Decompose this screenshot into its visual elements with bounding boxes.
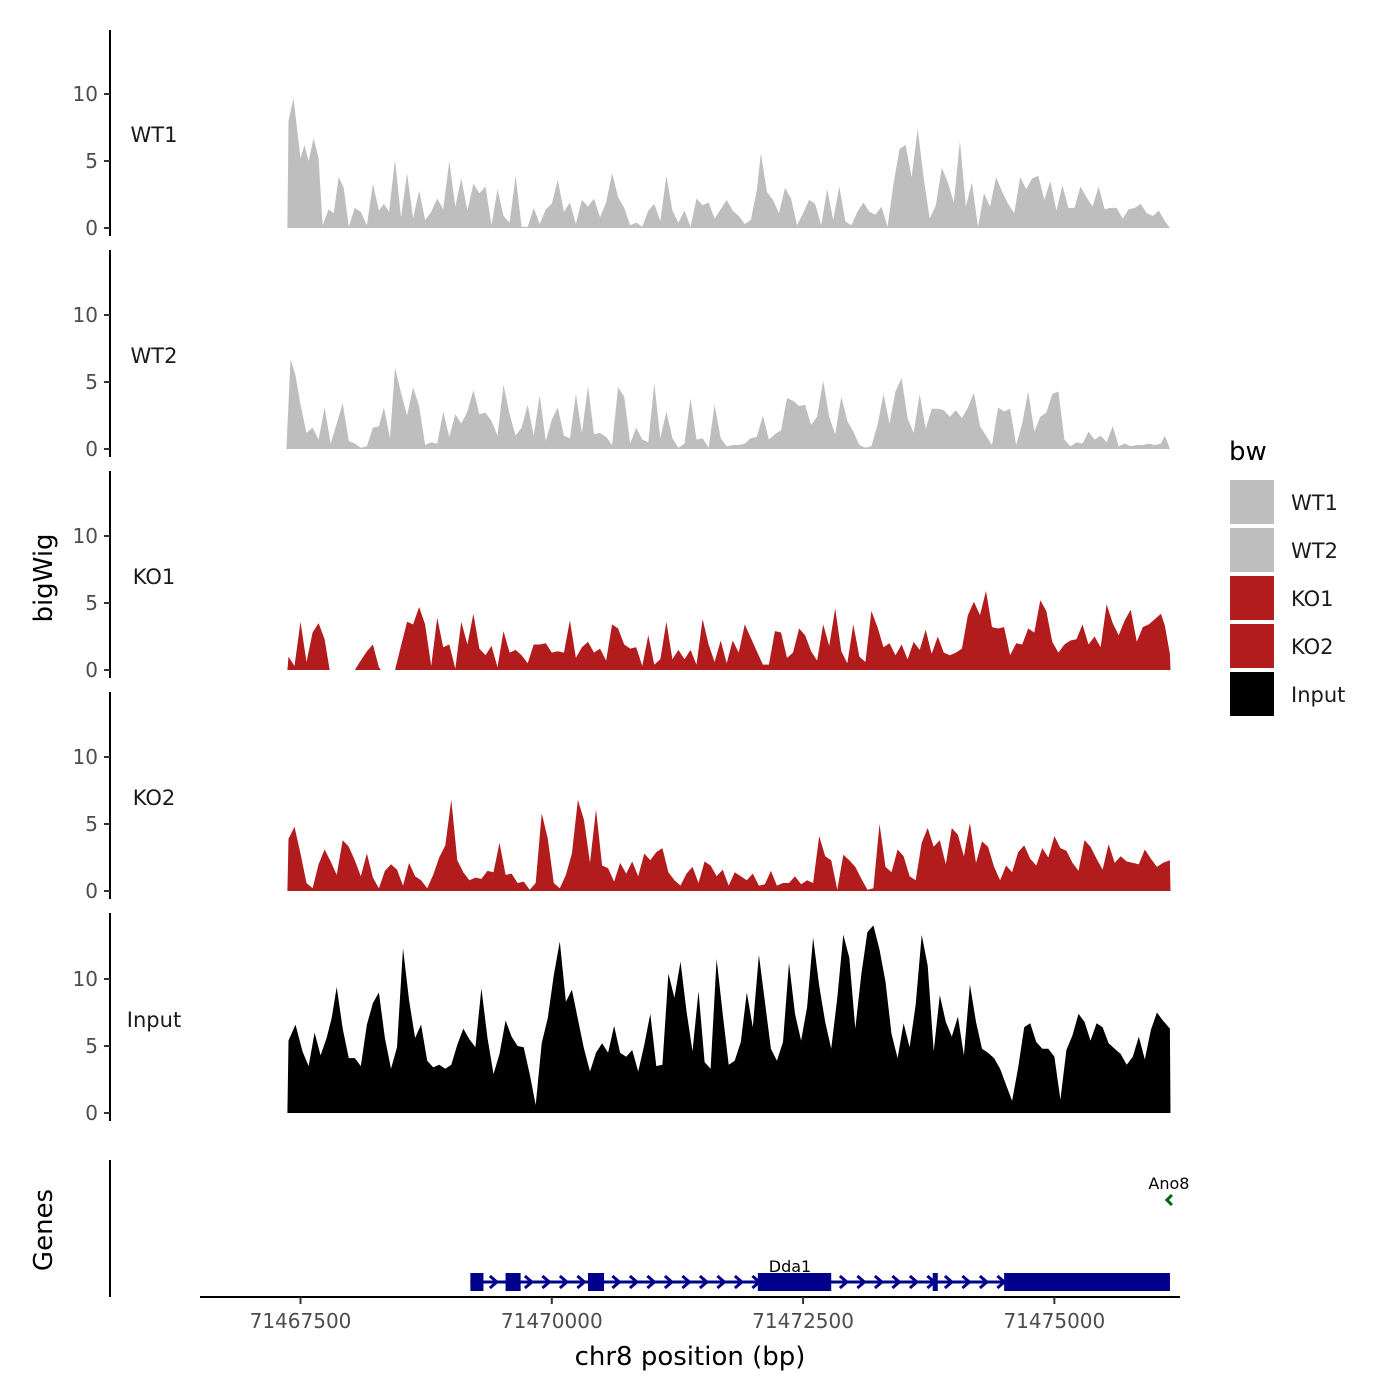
strand-arrow (646, 1274, 657, 1290)
y-tick-label: 0 (85, 658, 98, 682)
track-label: Input (127, 1008, 181, 1032)
y-tick-label: 0 (85, 1101, 98, 1125)
legend-swatch-wt2 (1230, 528, 1274, 572)
y-tick-label: 0 (85, 879, 98, 903)
strand-arrow (541, 1274, 552, 1290)
strand-arrow (733, 1274, 745, 1290)
legend-swatch-ko2 (1230, 624, 1274, 668)
coverage-area-ko2 (287, 799, 1171, 891)
y-tick-label: 5 (85, 591, 98, 615)
x-tick-label: 71475000 (1003, 1309, 1105, 1333)
legend: bw WT1 WT2 KO1 KO2 Input (1229, 437, 1345, 716)
strand-arrow (716, 1274, 727, 1290)
y-tick-label: 10 (73, 745, 98, 769)
track-wt2: 0 5 10 WT2 (73, 250, 1170, 461)
strand-arrow (856, 1274, 867, 1290)
coverage-area-wt1 (287, 98, 1170, 228)
y-tick-label: 10 (73, 303, 98, 327)
y-tick-label: 10 (73, 524, 98, 548)
exon (757, 1273, 832, 1291)
gene-dda1: Dda1 (470, 1257, 1170, 1291)
gene-label: Ano8 (1148, 1174, 1189, 1193)
track-ko2: 0 5 10 KO2 (73, 692, 1171, 903)
x-tick-label: 71470000 (501, 1309, 603, 1333)
x-axis: 71467500 71470000 71472500 71475000 (200, 1296, 1180, 1333)
y-tick-label: 10 (73, 82, 98, 106)
strand-arrow (611, 1274, 622, 1290)
bigwig-tracks: 0 5 10 WT1 0 5 10 WT2 0 5 10 KO1 0 5 10 KO2 0 5 10 Input (73, 30, 1171, 1125)
strand-arrow (908, 1274, 920, 1290)
gene-label: Dda1 (769, 1257, 811, 1276)
coverage-area-input (287, 925, 1171, 1113)
gene-ano8: Ano8 (1148, 1174, 1189, 1207)
y-tick-label: 10 (73, 967, 98, 991)
coverage-area-ko1 (287, 590, 1171, 670)
x-tick-label: 71467500 (250, 1309, 352, 1333)
strand-arrow (698, 1274, 710, 1290)
legend-label: KO1 (1291, 587, 1334, 611)
strand-arrow (663, 1274, 675, 1290)
y-tick-label: 5 (85, 149, 98, 173)
strand-arrow (681, 1274, 692, 1290)
genes-axis-title: Genes (29, 1189, 59, 1271)
strand-arrow (978, 1274, 990, 1290)
exon (587, 1273, 605, 1291)
y-tick-label: 5 (85, 370, 98, 394)
track-label: WT2 (131, 344, 178, 368)
track-ko1: 0 5 10 KO1 (73, 471, 1171, 682)
strand-arrow (576, 1274, 587, 1290)
track-label: KO1 (133, 565, 176, 589)
strand-arrow (873, 1274, 885, 1290)
legend-title: bw (1229, 437, 1267, 467)
coverage-area-wt2 (286, 359, 1170, 449)
y-tick-label: 5 (85, 1034, 98, 1058)
legend-swatch-ko1 (1230, 576, 1274, 620)
track-label: WT1 (131, 123, 178, 147)
exon (932, 1273, 938, 1291)
x-axis-title: chr8 position (bp) (575, 1342, 806, 1372)
legend-label: KO2 (1291, 635, 1334, 659)
exon (470, 1273, 484, 1291)
strand-arrow (523, 1274, 535, 1290)
strand-arrow (838, 1274, 850, 1290)
y-tick-label: 5 (85, 812, 98, 836)
legend-label: WT2 (1291, 539, 1338, 563)
strand-arrow (1164, 1193, 1173, 1207)
legend-swatch-wt1 (1230, 480, 1274, 524)
strand-arrow (558, 1274, 570, 1290)
track-input: 0 5 10 Input (73, 913, 1171, 1125)
legend-label: Input (1291, 683, 1345, 707)
y-tick-label: 0 (85, 216, 98, 240)
y-axis-title: bigWig (29, 533, 59, 622)
x-tick-label: 71472500 (752, 1309, 854, 1333)
legend-label: WT1 (1291, 491, 1338, 515)
exon (1004, 1273, 1170, 1291)
gene-track: Dda1 Ano8 (109, 1160, 1189, 1297)
strand-arrow (891, 1274, 902, 1290)
legend-swatch-input (1230, 672, 1274, 716)
track-wt1: 0 5 10 WT1 (73, 30, 1170, 240)
strand-arrow (628, 1274, 640, 1290)
y-tick-label: 0 (85, 437, 98, 461)
strand-arrow (943, 1274, 955, 1290)
exon (505, 1273, 521, 1291)
strand-arrow (961, 1274, 972, 1290)
strand-arrow (488, 1274, 500, 1290)
track-label: KO2 (133, 786, 176, 810)
